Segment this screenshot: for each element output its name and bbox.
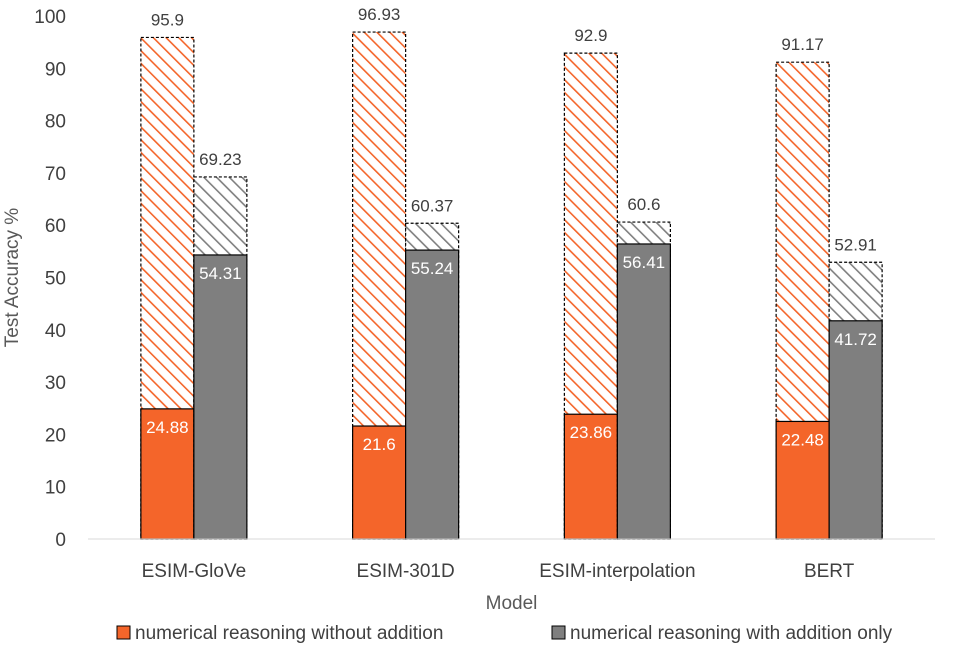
y-tick-label: 30 [45, 373, 66, 394]
data-label-solid: 41.72 [834, 330, 877, 349]
legend-swatch-gray [551, 625, 566, 640]
data-label-overlay: 69.23 [199, 150, 242, 169]
y-tick-label: 60 [45, 216, 66, 237]
data-label-solid: 22.48 [781, 430, 824, 449]
y-axis-title: Test Accuracy % [2, 208, 23, 347]
y-tick-label: 100 [34, 7, 66, 28]
x-axis-ticks: ESIM-GloVe ESIM-301D ESIM-interpolation BER… [142, 561, 855, 582]
bar-solid-gray [193, 254, 248, 540]
data-label-solid: 21.6 [363, 435, 396, 454]
y-tick-label: 80 [45, 112, 66, 133]
bar-solid-gray [405, 249, 460, 540]
x-tick-label: ESIM-interpolation [539, 561, 695, 582]
data-label-overlay: 96.93 [358, 5, 401, 24]
data-label-solid: 56.41 [623, 253, 666, 272]
legend: numerical reasoning without addition nume… [116, 623, 893, 644]
data-label-solid: 24.88 [146, 418, 189, 437]
legend-label-gray: numerical reasoning with addition only [570, 623, 893, 644]
y-tick-label: 20 [45, 425, 66, 446]
bar-solid-gray [616, 243, 671, 540]
data-label-solid: 55.24 [411, 259, 454, 278]
x-axis-title: Model [486, 593, 538, 614]
y-tick-label: 50 [45, 269, 66, 290]
data-label-overlay: 92.9 [574, 26, 607, 45]
data-label-solid: 23.86 [570, 423, 613, 442]
legend-swatch-orange [116, 625, 131, 640]
data-label-solid: 54.31 [199, 264, 242, 283]
x-tick-label: ESIM-GloVe [142, 561, 247, 582]
data-label-overlay: 60.37 [411, 196, 454, 215]
y-tick-label: 70 [45, 164, 66, 185]
bar-solid-orange [140, 408, 195, 540]
x-tick-label: ESIM-301D [357, 561, 455, 582]
x-tick-label: BERT [804, 561, 855, 582]
data-label-overlay: 60.6 [627, 195, 660, 214]
y-axis-ticks: 0 10 20 30 40 50 60 70 80 90 100 [34, 7, 66, 551]
y-tick-label: 90 [45, 59, 66, 80]
legend-label-orange: numerical reasoning without addition [135, 623, 443, 644]
bars: 95.9 24.88 69.23 54.31 96.93 21.6 60.37 55.24 92… [140, 5, 883, 540]
bar-solid-orange [563, 413, 618, 540]
y-tick-label: 10 [45, 478, 66, 499]
y-tick-label: 0 [55, 530, 66, 551]
y-tick-label: 40 [45, 321, 66, 342]
data-label-overlay: 95.9 [151, 10, 184, 29]
bar-solid-gray [828, 320, 883, 540]
data-label-overlay: 91.17 [781, 35, 824, 54]
data-label-overlay: 52.91 [834, 235, 877, 254]
